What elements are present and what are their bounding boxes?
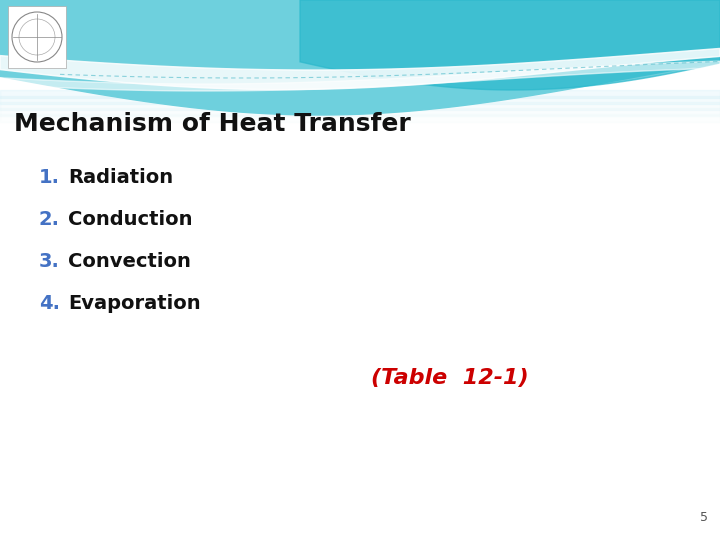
- Polygon shape: [0, 61, 720, 91]
- Text: 2.: 2.: [39, 210, 60, 229]
- Text: 4.: 4.: [39, 294, 60, 313]
- Text: Mechanism of Heat Transfer: Mechanism of Heat Transfer: [14, 112, 410, 136]
- Text: 3.: 3.: [39, 252, 60, 271]
- Text: 1.: 1.: [39, 168, 60, 187]
- Text: (Table  12-1): (Table 12-1): [372, 368, 528, 388]
- Text: Conduction: Conduction: [68, 210, 192, 229]
- Polygon shape: [0, 102, 720, 110]
- Polygon shape: [0, 96, 720, 104]
- Polygon shape: [0, 108, 720, 116]
- Polygon shape: [0, 90, 720, 98]
- Text: 5: 5: [700, 511, 708, 524]
- Text: Radiation: Radiation: [68, 168, 173, 187]
- Polygon shape: [0, 0, 720, 115]
- Text: Evaporation: Evaporation: [68, 294, 201, 313]
- Text: Convection: Convection: [68, 252, 191, 271]
- Polygon shape: [300, 0, 720, 90]
- FancyBboxPatch shape: [8, 6, 66, 68]
- Polygon shape: [0, 49, 720, 90]
- Circle shape: [11, 11, 63, 63]
